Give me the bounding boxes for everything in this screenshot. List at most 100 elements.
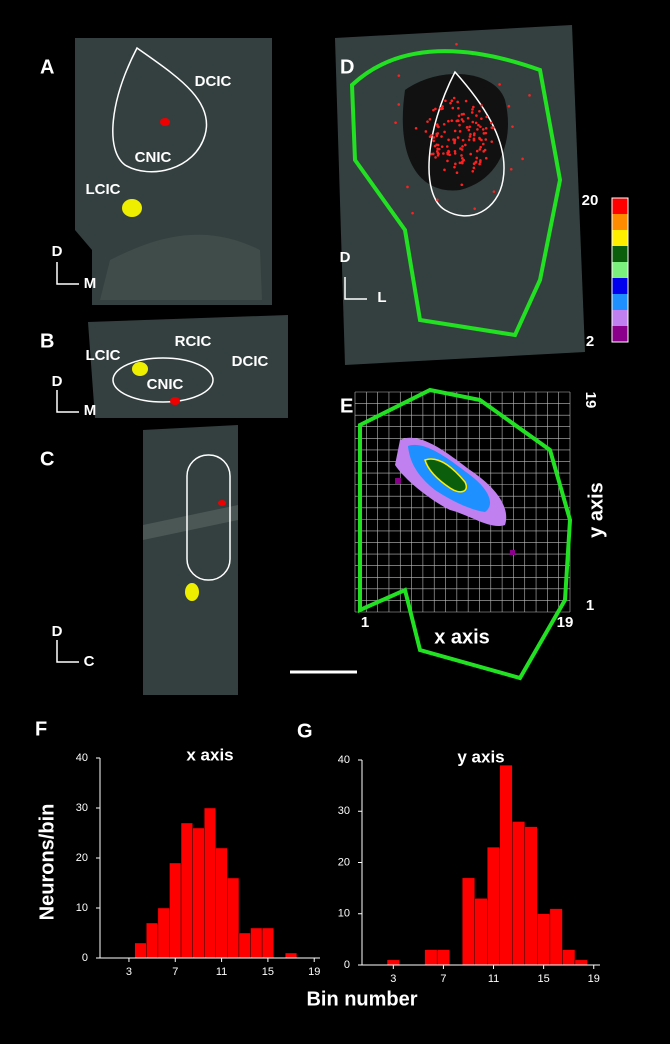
neuron-dot bbox=[478, 162, 481, 166]
neuron-dot bbox=[439, 107, 443, 111]
x-axis-label: Bin number bbox=[306, 988, 417, 1010]
neuron-dot bbox=[467, 128, 471, 132]
neuron-dot bbox=[432, 108, 435, 112]
neuron-dot bbox=[481, 128, 485, 131]
bar bbox=[436, 949, 450, 966]
x-tick-label: 3 bbox=[390, 973, 396, 985]
neuron-dot bbox=[481, 142, 485, 146]
y-tick-label: 0 bbox=[82, 952, 88, 964]
neuron-dot bbox=[452, 96, 456, 100]
neuron-dot bbox=[478, 109, 481, 113]
grid-label: 1 bbox=[586, 597, 594, 614]
cnic-contour bbox=[428, 70, 505, 217]
grid-axis-label: x axis bbox=[434, 626, 490, 648]
neuron-dot bbox=[441, 105, 444, 108]
neuron-dot bbox=[485, 115, 489, 119]
injection-site bbox=[218, 500, 226, 506]
neuron-dot bbox=[463, 143, 467, 147]
neuron-dot bbox=[469, 132, 472, 136]
scale-cell bbox=[612, 326, 628, 342]
neuron-dot bbox=[406, 185, 409, 189]
neuron-dot bbox=[444, 99, 447, 103]
neuron-dot bbox=[461, 138, 465, 142]
bar bbox=[238, 932, 251, 959]
neuron-dot bbox=[479, 145, 482, 149]
scale-cell bbox=[612, 230, 628, 246]
neuron-dot bbox=[440, 145, 444, 148]
scale-cell bbox=[612, 278, 628, 294]
neuron-dot bbox=[471, 120, 475, 124]
y-tick-label: 40 bbox=[338, 754, 350, 766]
neuron-dot bbox=[414, 126, 418, 130]
neuron-dot bbox=[461, 145, 464, 148]
label: D bbox=[340, 249, 351, 266]
neuron-dot bbox=[466, 116, 470, 120]
bar bbox=[524, 826, 538, 966]
neuron-dot bbox=[472, 162, 476, 165]
neuron-dot bbox=[482, 150, 485, 153]
panel-e: E 19 1 1 19 x axis y axis bbox=[340, 387, 607, 681]
scale-cell bbox=[612, 198, 628, 214]
bar bbox=[192, 827, 205, 959]
density-map bbox=[395, 437, 515, 555]
panel-letter: B bbox=[40, 330, 54, 352]
x-tick-label: 15 bbox=[538, 973, 550, 985]
y-tick-label: 10 bbox=[338, 908, 350, 920]
injection-site bbox=[160, 118, 170, 126]
scale-cell bbox=[612, 294, 628, 310]
label: LCIC bbox=[86, 347, 121, 364]
neuron-dot bbox=[455, 119, 459, 123]
neuron-dot bbox=[528, 94, 531, 97]
panel-b: B LCIC RCIC DCIC CNIC D M bbox=[40, 315, 288, 419]
neuron-dot bbox=[474, 160, 478, 164]
injection-site bbox=[170, 397, 180, 405]
bar bbox=[512, 821, 526, 966]
neuron-dot bbox=[428, 135, 432, 139]
panel-d: D D L 20 2 bbox=[335, 25, 629, 365]
y-tick-label: 20 bbox=[338, 856, 350, 868]
neuron-dot bbox=[453, 152, 457, 155]
neuron-dot bbox=[457, 106, 460, 110]
panel-letter: E bbox=[340, 395, 353, 417]
neuron-dot bbox=[462, 120, 465, 123]
neuron-dot bbox=[443, 168, 446, 172]
bar bbox=[537, 913, 551, 966]
bar bbox=[250, 927, 263, 959]
lcic-site bbox=[132, 362, 148, 376]
x-tick-label: 15 bbox=[262, 966, 274, 978]
neuron-dots bbox=[394, 42, 531, 215]
neuron-dot bbox=[432, 139, 435, 143]
neuron-dot bbox=[436, 147, 439, 151]
neuron-dot bbox=[480, 138, 483, 142]
neuron-dot bbox=[484, 131, 488, 135]
neuron-dot bbox=[460, 113, 464, 116]
neuron-dot bbox=[479, 125, 482, 129]
neuron-dot bbox=[432, 136, 436, 139]
scale-cell bbox=[612, 262, 628, 278]
neuron-dot bbox=[475, 114, 478, 117]
neuron-dot bbox=[507, 104, 511, 108]
neuron-dot bbox=[475, 149, 479, 153]
ic-outline bbox=[349, 49, 563, 338]
scale-cell bbox=[612, 214, 628, 230]
bar bbox=[215, 847, 228, 959]
bar bbox=[562, 949, 576, 966]
neuron-dot bbox=[446, 159, 449, 163]
neuron-dot bbox=[450, 119, 454, 122]
neuron-dot bbox=[428, 117, 432, 121]
neuron-dot bbox=[472, 137, 476, 141]
scale-label: 2 bbox=[586, 333, 594, 350]
y-tick-label: 0 bbox=[344, 959, 350, 971]
cnic-contour bbox=[112, 46, 208, 173]
neuron-dot bbox=[473, 207, 476, 210]
neuron-dot bbox=[397, 74, 401, 77]
x-tick-label: 11 bbox=[216, 966, 227, 978]
section-shade bbox=[143, 505, 238, 540]
ic-outline bbox=[358, 387, 573, 681]
bar bbox=[487, 846, 500, 966]
neuron-dot bbox=[451, 106, 455, 110]
neuron-dot bbox=[465, 126, 469, 129]
neuron-dot bbox=[464, 99, 468, 103]
label: LCIC bbox=[86, 181, 121, 198]
panel-c: C D C bbox=[40, 425, 238, 695]
